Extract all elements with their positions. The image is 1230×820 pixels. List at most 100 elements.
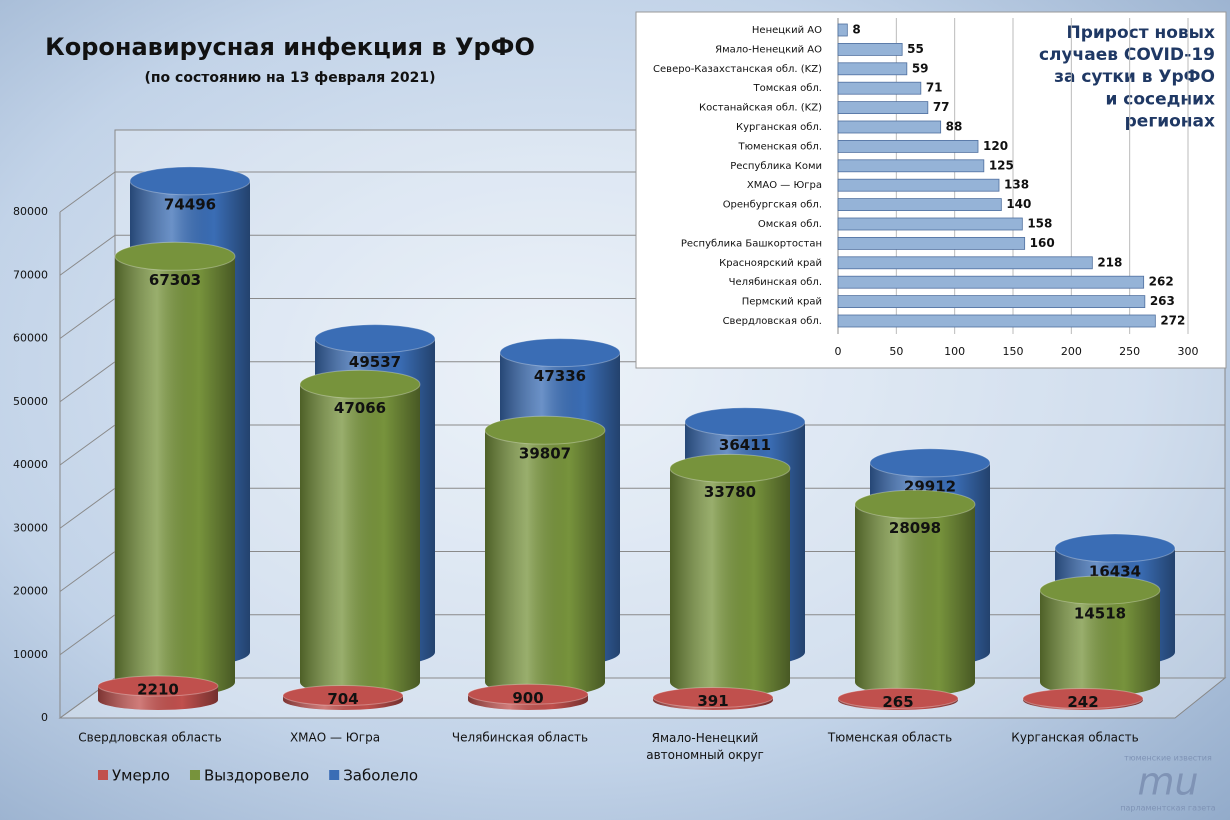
y-tick-label: Северо-Казахстанская обл. (KZ) [653,64,822,75]
bar [837,178,1000,192]
value-label: 138 [1004,178,1029,192]
value-label: 77 [933,100,950,114]
value-label: 14518 [1074,605,1126,623]
value-label: 16434 [1089,563,1141,581]
bar [837,159,985,173]
value-label: 47336 [534,367,586,385]
y-tick-label: 70000 [13,268,48,281]
value-label: 160 [1030,236,1055,250]
y-tick-label: Томская обл. [753,83,823,94]
value-label: 218 [1097,255,1122,269]
cylinder-top [869,448,991,478]
value-label: 33780 [704,483,756,501]
y-tick-label: 80000 [13,205,48,218]
cylinder-top [652,687,774,709]
value-label: 272 [1160,314,1185,328]
value-label: 55 [907,42,924,56]
value-label: 8 [852,23,860,37]
bar [837,62,908,76]
logo: тюменские известия mu парламентская газе… [1120,754,1216,813]
bar [837,81,922,95]
y-tick-label: 10000 [13,648,48,661]
logo-bottom: парламентская газета [1120,804,1216,813]
y-tick-label: 60000 [13,332,48,345]
x-tick-label: Тюменская область [827,731,952,745]
y-tick-label: Республика Башкортостан [681,238,822,249]
y-tick-label: 0 [41,711,48,724]
bar [837,295,1146,309]
value-label: 47066 [334,399,386,417]
cylinder-top [684,407,806,437]
y-tick-label: 20000 [13,585,48,598]
value-label: 2210 [137,681,179,699]
logo-top: тюменские известия [1124,754,1212,763]
y-tick-label: Ненецкий АО [752,25,822,36]
y-tick-label: Оренбургская обл. [723,200,822,211]
cylinder-top [499,338,621,368]
cylinder-top [484,415,606,445]
value-label: 67303 [149,271,201,289]
cylinder-top [1039,575,1161,605]
value-label: 263 [1150,294,1175,308]
bar [837,101,929,114]
x-tick-label: 250 [1119,345,1140,358]
legend-swatch [98,770,108,780]
bar [837,217,1023,231]
value-label: 704 [327,690,358,708]
value-label: 88 [946,120,963,134]
cylinder-shade [670,468,790,696]
value-label: 39807 [519,445,571,463]
y-tick-label: Челябинская обл. [729,277,822,288]
x-tick-label: Ямало-Ненецкий автономный округ [646,731,764,762]
x-tick-label: 200 [1061,345,1082,358]
x-tick-label: Челябинская область [452,731,588,745]
x-tick-label: 150 [1003,345,1024,358]
cylinder-top [129,166,251,196]
cylinder-shade [115,256,235,696]
cylinder-top [669,453,791,483]
value-label: 391 [697,692,728,710]
y-tick-label: Республика Коми [730,161,822,172]
cylinder-top [299,369,421,399]
cylinder-top [314,324,436,354]
cylinder-top [854,489,976,519]
legend-label: Заболело [343,767,418,785]
bar [837,139,979,153]
y-tick-label: 40000 [13,458,48,471]
bar [837,43,903,56]
y-tick-label: ХМАО — Югра [747,180,822,191]
y-tick-label: 30000 [13,521,48,534]
cylinder-top [282,685,404,707]
value-label: 242 [1067,693,1098,711]
value-label: 900 [512,689,543,707]
cylinder-top [97,675,219,697]
value-label: 36411 [719,436,771,454]
value-label: 158 [1027,217,1052,231]
x-tick-label: 100 [944,345,965,358]
bar [837,236,1026,250]
value-label: 71 [926,81,943,95]
value-label: 125 [989,158,1014,172]
cylinder-top [837,687,959,709]
bar [837,275,1145,289]
value-label: 265 [882,693,913,711]
cylinder-shade [1040,590,1160,696]
legend-label: Умерло [112,767,170,785]
legend-swatch [329,770,340,780]
cylinder-shade [485,430,605,696]
x-tick-label: 0 [835,345,842,358]
x-tick-label: Курганская область [1011,731,1138,745]
legend-label: Выздоровело [204,767,309,785]
value-label: 74496 [164,195,216,213]
inset-title: Прирост новых случаев COVID-19 за сутки в … [1039,23,1215,131]
x-tick-label: 300 [1178,345,1199,358]
x-tick-label: ХМАО — Югра [290,731,380,745]
cylinder-top [467,683,589,705]
y-tick-label: Ямало-Ненецкий АО [715,44,822,55]
y-tick-label: Красноярский край [719,258,822,269]
y-tick-label: Костанайская обл. (KZ) [699,103,822,114]
cylinder-top [114,241,236,271]
bar [837,120,942,134]
